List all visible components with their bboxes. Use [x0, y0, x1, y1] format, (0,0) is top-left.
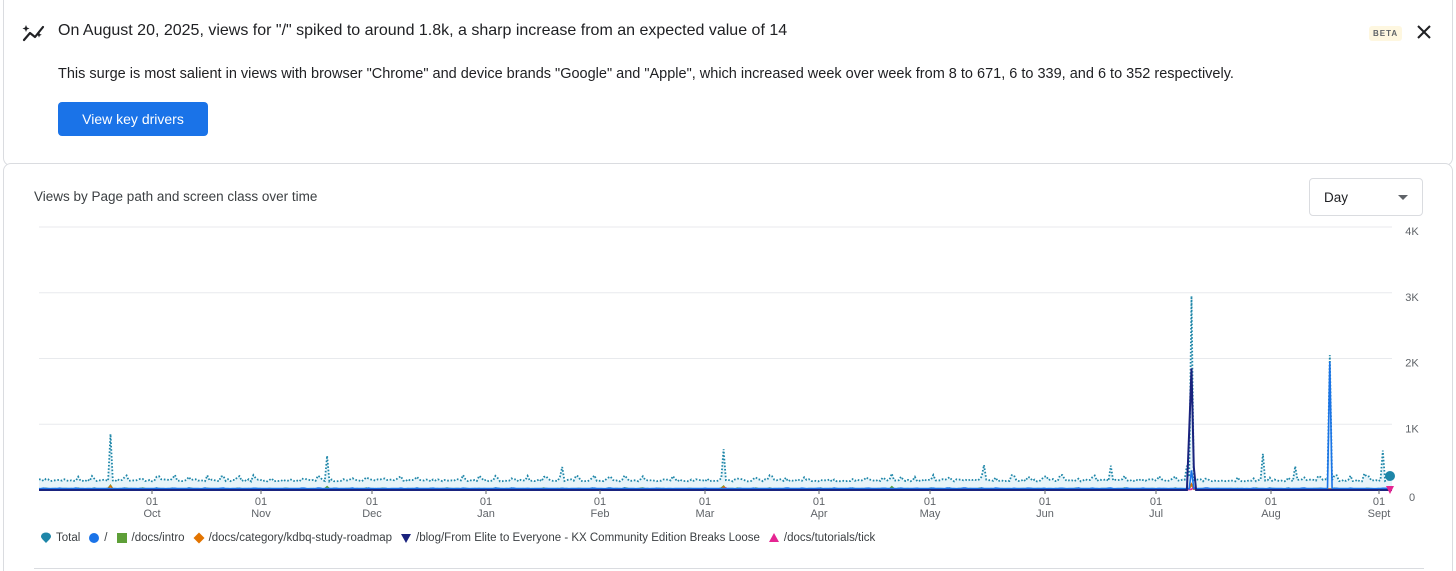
x-tick-day: 01 [1265, 496, 1277, 508]
granularity-select[interactable]: Day [1309, 178, 1423, 216]
teardrop-marker-icon [40, 532, 52, 544]
x-tick-day: 01 [255, 496, 267, 508]
granularity-value: Day [1324, 190, 1349, 205]
series-line-blog [39, 368, 1392, 491]
circle-marker-icon [88, 532, 100, 544]
y-tick-label: 1K [1405, 423, 1419, 435]
triangle-down-marker-icon [400, 532, 412, 544]
x-tick-day: 01 [146, 496, 158, 508]
insight-card: On August 20, 2025, views for "/" spiked… [3, 0, 1453, 166]
insight-title: On August 20, 2025, views for "/" spiked… [58, 22, 788, 39]
x-tick-day: 01 [480, 496, 492, 508]
x-tick-month: Oct [143, 508, 160, 520]
x-tick-month: May [920, 508, 941, 520]
chart-card: Views by Page path and screen class over… [3, 163, 1453, 571]
x-tick-month: Feb [591, 508, 610, 520]
x-tick-month: Mar [696, 508, 715, 520]
anomaly-trend-icon [22, 25, 45, 42]
legend-label: /docs/intro [131, 532, 185, 544]
x-tick-day: 01 [1373, 496, 1385, 508]
x-tick-day: 01 [1150, 496, 1162, 508]
x-tick-month: Apr [810, 508, 827, 520]
legend-item[interactable]: /docs/tutorials/tick [768, 532, 875, 544]
x-tick-day: 01 [699, 496, 711, 508]
tick-end-marker [1386, 486, 1394, 494]
insight-body: This surge is most salient in views with… [58, 66, 1234, 82]
series-line-total [38, 295, 1393, 484]
x-tick-day: 01 [366, 496, 378, 508]
chart-title: Views by Page path and screen class over… [34, 189, 318, 204]
divider [34, 568, 1424, 569]
beta-badge: BETA [1369, 26, 1403, 41]
square-marker-icon [116, 532, 128, 544]
x-tick-month: Nov [251, 508, 271, 520]
x-tick-month: Sept [1368, 508, 1391, 520]
y-tick-label: 3K [1405, 292, 1419, 304]
chart-legend: Total / /docs/intro/docs/category/kdbq-stu… [40, 532, 883, 544]
x-tick-day: 01 [594, 496, 606, 508]
legend-label: / [104, 532, 108, 544]
legend-label: Total [56, 532, 81, 544]
view-key-drivers-button[interactable]: View key drivers [58, 102, 208, 136]
legend-label: /docs/tutorials/tick [783, 532, 876, 544]
series-line-root [38, 361, 1393, 490]
diamond-marker-icon [193, 532, 205, 544]
chevron-down-icon [1398, 195, 1408, 200]
triangle-up-marker-icon [768, 532, 780, 544]
x-tick-day: 01 [1039, 496, 1051, 508]
x-tick-day: 01 [924, 496, 936, 508]
close-icon[interactable] [1413, 21, 1435, 43]
legend-item[interactable]: / [88, 532, 108, 544]
x-tick-month: Dec [362, 508, 382, 520]
y-tick-label: 2K [1405, 358, 1419, 370]
x-tick-day: 01 [813, 496, 825, 508]
legend-item[interactable]: Total [40, 532, 80, 544]
legend-item[interactable]: /docs/intro [116, 532, 185, 544]
x-tick-month: Jan [477, 508, 495, 520]
total-end-marker [1385, 471, 1395, 481]
legend-item[interactable]: /blog/From Elite to Everyone - KX Commun… [400, 532, 760, 544]
y-tick-label: 4K [1405, 226, 1419, 238]
x-tick-month: Jun [1036, 508, 1054, 520]
y-tick-label: 0 [1409, 492, 1415, 504]
legend-label: /docs/category/kdbq-study-roadmap [208, 532, 393, 544]
legend-item[interactable]: /docs/category/kdbq-study-roadmap [193, 532, 392, 544]
x-tick-month: Jul [1149, 508, 1163, 520]
legend-label: /blog/From Elite to Everyone - KX Commun… [416, 532, 760, 544]
x-tick-month: Aug [1261, 508, 1281, 520]
